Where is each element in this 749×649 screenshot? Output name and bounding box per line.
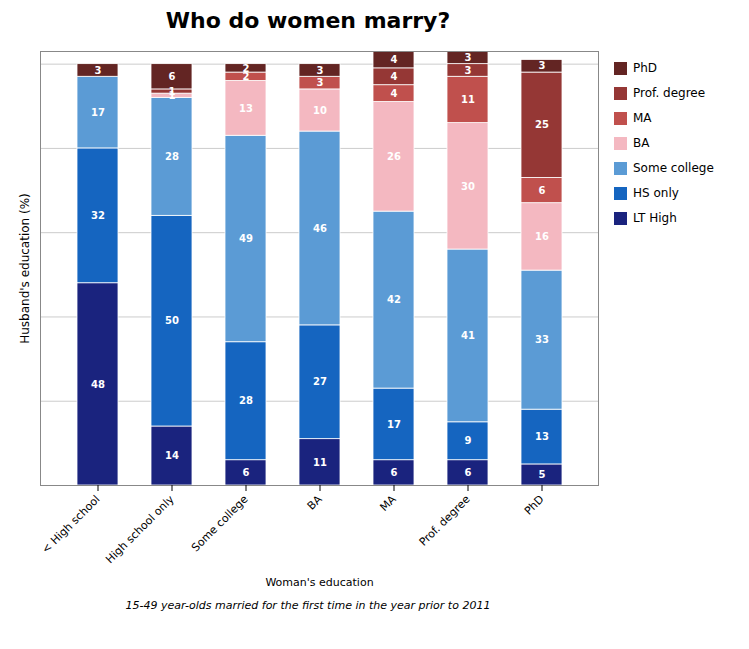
svg-text:28: 28 bbox=[165, 151, 179, 162]
html-text:Some college: Some college bbox=[633, 161, 714, 175]
html-text:PhD: PhD bbox=[633, 61, 658, 75]
svg-text:Prof. degree: Prof. degree bbox=[417, 493, 473, 549]
svg-text:< High school: < High school bbox=[39, 493, 102, 556]
svg-text:14: 14 bbox=[165, 450, 179, 461]
svg-text:28: 28 bbox=[239, 395, 253, 406]
html-text:LT High: LT High bbox=[633, 211, 677, 225]
svg-text:13: 13 bbox=[535, 431, 549, 442]
svg-text:High school only: High school only bbox=[103, 492, 177, 566]
svg-text:17: 17 bbox=[91, 107, 105, 118]
svg-text:30: 30 bbox=[461, 181, 475, 192]
svg-text:6: 6 bbox=[391, 467, 398, 478]
svg-text:48: 48 bbox=[91, 379, 105, 390]
svg-text:4: 4 bbox=[391, 54, 398, 65]
html-text:15-49 year-olds married for th: 15-49 year-olds married for the first ti… bbox=[125, 599, 491, 612]
svg-text:25: 25 bbox=[535, 119, 549, 130]
svg-text:41: 41 bbox=[461, 330, 475, 341]
svg-text:3: 3 bbox=[317, 65, 324, 76]
svg-text:Woman's education: Woman's education bbox=[265, 576, 373, 589]
svg-text:2: 2 bbox=[242, 71, 250, 82]
svg-text:3: 3 bbox=[465, 65, 472, 76]
html-text:Who do women marry?: Who do women marry? bbox=[165, 8, 451, 33]
svg-text:33: 33 bbox=[535, 334, 549, 345]
svg-text:Husband's education (%): Husband's education (%) bbox=[18, 193, 32, 344]
html-text:MA: MA bbox=[633, 111, 652, 125]
svg-text:9: 9 bbox=[465, 435, 472, 446]
svg-text:MA: MA bbox=[377, 492, 399, 514]
svg-text:32: 32 bbox=[91, 210, 105, 221]
svg-text:13: 13 bbox=[239, 103, 253, 114]
svg-text:3: 3 bbox=[95, 65, 102, 76]
svg-text:16: 16 bbox=[535, 231, 549, 242]
svg-text:42: 42 bbox=[387, 294, 401, 305]
svg-text:17: 17 bbox=[387, 419, 401, 430]
svg-text:1: 1 bbox=[169, 86, 176, 97]
svg-text:49: 49 bbox=[239, 233, 253, 244]
svg-text:6: 6 bbox=[243, 467, 250, 478]
svg-text:46: 46 bbox=[313, 223, 327, 234]
svg-text:27: 27 bbox=[313, 376, 327, 387]
svg-text:3: 3 bbox=[465, 52, 472, 63]
svg-text:PhD: PhD bbox=[522, 493, 547, 518]
svg-text:26: 26 bbox=[387, 151, 401, 162]
svg-text:2: 2 bbox=[243, 63, 250, 74]
svg-text:4: 4 bbox=[391, 71, 398, 82]
svg-text:BA: BA bbox=[305, 492, 325, 512]
svg-text:3: 3 bbox=[539, 60, 546, 71]
html-text:HS only: HS only bbox=[633, 186, 679, 200]
svg-text:6: 6 bbox=[169, 71, 176, 82]
svg-text:11: 11 bbox=[313, 457, 327, 468]
svg-text:4: 4 bbox=[391, 88, 398, 99]
svg-text:6: 6 bbox=[465, 467, 472, 478]
svg-text:11: 11 bbox=[461, 94, 475, 105]
html-text:Prof. degree: Prof. degree bbox=[633, 86, 706, 100]
svg-text:Some college: Some college bbox=[189, 493, 251, 555]
svg-text:10: 10 bbox=[313, 105, 327, 116]
svg-text:3: 3 bbox=[317, 77, 324, 88]
html-text:BA: BA bbox=[633, 136, 650, 150]
svg-text:5: 5 bbox=[539, 469, 546, 480]
svg-text:6: 6 bbox=[539, 185, 546, 196]
svg-text:50: 50 bbox=[165, 315, 179, 326]
